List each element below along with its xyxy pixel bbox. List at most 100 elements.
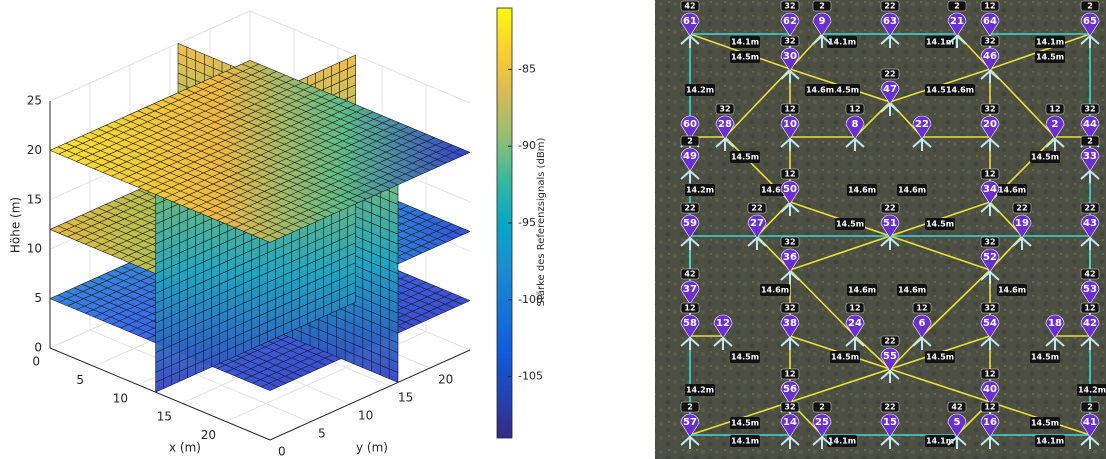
colorbar-tick-label: -105	[518, 370, 543, 383]
y-tick-label: 10	[358, 409, 373, 423]
node-tag: 22	[751, 204, 762, 213]
node-label: 2	[1052, 119, 1059, 130]
y-tick-label: 15	[398, 391, 413, 405]
z-tick-label: 20	[27, 143, 42, 157]
node-label: 50	[783, 184, 797, 195]
node-tag: 22	[884, 337, 895, 346]
node-label: 63	[883, 16, 897, 27]
node-tag: 12	[984, 370, 995, 379]
node-tag: 22	[884, 204, 895, 213]
node-tag: 22	[1016, 204, 1027, 213]
node-label: 37	[683, 284, 697, 295]
node-tag: 22	[884, 70, 895, 79]
map-background	[655, 0, 1106, 459]
distance-label: 14.6m	[848, 286, 876, 295]
distance-label: 14.1m	[1036, 437, 1064, 446]
node-tag: 42	[951, 403, 962, 412]
node-tag: 12	[1049, 105, 1060, 114]
distance-label: 14.5m	[731, 153, 759, 162]
node-label: 34	[983, 184, 997, 195]
y-tick-label: 20	[438, 373, 453, 387]
distance-label: 14.6m	[946, 86, 974, 95]
node-tag: 32	[719, 105, 730, 114]
distance-label: 14.6m	[998, 286, 1026, 295]
node-label: 30	[783, 51, 797, 62]
node-tag: 42	[684, 2, 695, 11]
distance-label: 14.5m	[1031, 353, 1059, 362]
node-tag: 32	[784, 2, 795, 11]
node-label: 47	[883, 84, 897, 95]
distance-label: 14.5m	[926, 353, 954, 362]
x-tick-label: 5	[76, 373, 84, 387]
node-label: 8	[852, 119, 859, 130]
distance-label: 14.2m	[686, 86, 714, 95]
x-axis-label: x (m)	[169, 441, 201, 455]
node-label: 16	[983, 417, 997, 428]
node-tag: 2	[819, 2, 825, 11]
node-label: 19	[1015, 218, 1029, 229]
node-tag: 2	[1087, 137, 1093, 146]
node-tag: 42	[1084, 270, 1095, 279]
distance-label: 14.5m	[731, 419, 759, 428]
node-tag: 2	[1087, 403, 1093, 412]
node-tag: 32	[784, 238, 795, 247]
distance-label: 14.5m	[1036, 53, 1064, 62]
x-tick-label: 15	[157, 410, 172, 424]
node-label: 61	[683, 16, 697, 27]
distance-label: 14.5m	[1031, 153, 1059, 162]
node-label: 28	[718, 119, 732, 130]
node-tag: 2	[687, 403, 693, 412]
node-label: 38	[783, 318, 797, 329]
node-tag: 12	[984, 403, 995, 412]
colorbar-tick-label: -100	[518, 293, 543, 306]
node-label: 36	[783, 252, 797, 263]
node-tag: 42	[684, 270, 695, 279]
node-label: 46	[983, 51, 997, 62]
distance-label: 14.5m	[836, 220, 864, 229]
distance-label: 14.5m	[831, 353, 859, 362]
distance-label: 14.5m	[731, 353, 759, 362]
distance-label: 14.2m	[686, 186, 714, 195]
distance-label: 14.2m	[1078, 386, 1106, 395]
z-tick-label: 0	[34, 341, 42, 355]
node-label: 9	[819, 16, 826, 27]
node-label: 22	[915, 119, 929, 130]
node-tag: 12	[916, 304, 927, 313]
node-label: 20	[983, 119, 997, 130]
node-label: 53	[1083, 284, 1097, 295]
node-label: 33	[1083, 151, 1097, 162]
node-label: 18	[1048, 318, 1062, 329]
colorbar-label: Stärke des Referenzsignals (dBm)	[536, 137, 547, 306]
node-label: 58	[683, 318, 697, 329]
z-tick-label: 25	[27, 94, 42, 108]
node-label: 43	[1083, 218, 1097, 229]
node-tag: 32	[984, 304, 995, 313]
colorbar-tick-label: -90	[518, 139, 536, 152]
node-label: 12	[716, 318, 730, 329]
distance-label: 14.1m	[1036, 38, 1064, 47]
x-tick-label: 20	[201, 428, 216, 442]
page: Höhe (m) x (m) y (m) Stärke des Referenz…	[0, 0, 1106, 459]
x-tick-label: 0	[32, 355, 40, 369]
y-axis-label: y (m)	[356, 441, 388, 455]
node-label: 6	[919, 318, 926, 329]
distance-label: 14.1m	[731, 38, 759, 47]
colorbar-tick-label: -95	[518, 216, 536, 229]
distance-label: 14.6m	[806, 86, 834, 95]
node-tag: 2	[819, 403, 825, 412]
y-tick-label: 5	[318, 427, 326, 441]
node-label: 25	[815, 417, 829, 428]
node-tag: 2	[687, 137, 693, 146]
node-label: 49	[683, 151, 697, 162]
node-label: 44	[1083, 119, 1097, 130]
node-label: 24	[848, 318, 862, 329]
distance-label: 14.1m	[731, 437, 759, 446]
node-label: 41	[1083, 417, 1097, 428]
distance-label: 14.5m	[731, 53, 759, 62]
distance-label: 14.6m	[848, 186, 876, 195]
distance-label: 14.6m	[761, 286, 789, 295]
node-tag: 32	[784, 403, 795, 412]
node-tag: 12	[849, 105, 860, 114]
z-tick-label: 10	[27, 242, 42, 256]
node-label: 57	[683, 417, 697, 428]
